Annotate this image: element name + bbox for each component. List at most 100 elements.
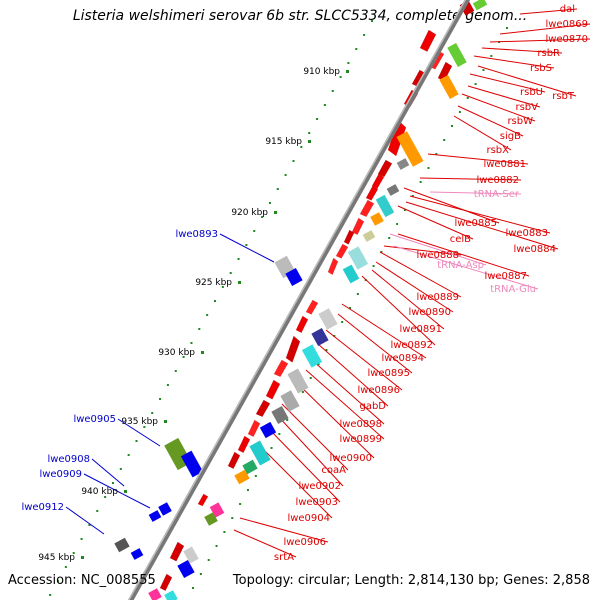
gene-block xyxy=(204,512,218,526)
tick-dot xyxy=(254,475,257,477)
tick-dot xyxy=(111,482,114,484)
tick-dot xyxy=(323,104,326,106)
reverse-gene-label: lwe0902 xyxy=(298,481,341,492)
leader-line xyxy=(341,303,427,359)
accession-text: Accession: NC_008555 xyxy=(8,573,156,588)
reverse-gene-label: lwe0881 xyxy=(483,159,526,170)
leader-line xyxy=(477,65,577,97)
scale-tick-major xyxy=(274,211,277,214)
tick-dot xyxy=(207,559,210,561)
tick-dot xyxy=(505,27,508,29)
tick-dot xyxy=(253,230,256,232)
reverse-gene-label: lwe0887 xyxy=(484,271,527,282)
scale-label: 930 kbp xyxy=(158,348,195,358)
leader-line xyxy=(325,329,403,391)
leader-line xyxy=(409,195,551,234)
leader-line xyxy=(311,359,385,425)
reverse-gene-label: lwe0883 xyxy=(505,228,548,239)
tick-dot xyxy=(135,440,138,442)
leader-line xyxy=(379,251,462,298)
scale-labels: 910 kbp 915 kbp 920 kbp 925 kbp 930 kbp 935 k… xyxy=(38,67,349,563)
leader-line xyxy=(317,343,389,407)
leader-line xyxy=(337,313,413,374)
scale-label: 920 kbp xyxy=(231,208,268,218)
reverse-gene-label: rsbR xyxy=(537,48,560,59)
gene-arrow xyxy=(265,379,281,400)
tick-dot xyxy=(317,363,320,365)
gene-block xyxy=(362,230,376,242)
tick-dot xyxy=(396,223,399,225)
tick-dot xyxy=(104,496,107,498)
gene-block xyxy=(396,158,410,170)
gene-block xyxy=(370,212,384,226)
gene-block xyxy=(209,502,225,518)
gene-block xyxy=(158,502,172,516)
reverse-gene-label: lwe0885 xyxy=(454,218,497,229)
leader-line xyxy=(267,427,341,503)
gene-arrow xyxy=(351,217,365,236)
gene-block xyxy=(148,588,162,600)
leader-line xyxy=(467,85,541,108)
scale-tick-major xyxy=(201,351,204,354)
reverse-gene-label: rsbX xyxy=(486,145,509,156)
tick-dot xyxy=(388,237,391,239)
reverse-gene-label: lwe0900 xyxy=(329,453,372,464)
gene-arrow xyxy=(327,257,339,276)
reverse-gene-label: lwe0870 xyxy=(545,34,588,45)
tick-dot xyxy=(403,209,406,211)
reverse-gene-label: lwe0904 xyxy=(287,513,330,524)
leader-line xyxy=(257,443,333,519)
leader-line xyxy=(419,177,522,181)
reverse-gene-label: dal xyxy=(560,4,575,15)
gene-block xyxy=(130,548,144,560)
reverse-gene-label: rsbU xyxy=(520,87,543,98)
map-title: Listeria welshimeri serovar 6b str. SLCC… xyxy=(72,8,528,24)
gene-block xyxy=(249,440,271,466)
tick-dot xyxy=(215,545,218,547)
tick-dot xyxy=(72,552,75,554)
forward-gene-label: lwe0908 xyxy=(47,454,90,465)
gene-block xyxy=(301,344,323,368)
tick-dot xyxy=(490,55,493,57)
tick-dot xyxy=(316,118,319,120)
tick-dot xyxy=(49,594,52,596)
reverse-gene-label: lwe0892 xyxy=(390,340,433,351)
leader-line xyxy=(117,418,161,447)
gene-block xyxy=(472,0,488,11)
gene-arrow xyxy=(273,359,289,378)
leader-line xyxy=(375,261,454,313)
reverse-gene-label: srtA xyxy=(274,552,294,563)
gene-arrow xyxy=(365,185,379,201)
gene-arrow xyxy=(255,399,271,418)
tick-dot xyxy=(370,20,373,22)
tick-dot xyxy=(159,398,162,400)
tick-dot xyxy=(339,76,342,78)
tick-dot xyxy=(309,377,312,379)
gene-block xyxy=(180,450,204,478)
leader-line xyxy=(383,245,462,256)
reverse-gene-label: coaA xyxy=(321,465,346,476)
tick-dot xyxy=(127,454,130,456)
tick-dot xyxy=(451,125,454,127)
tick-dot xyxy=(198,328,201,330)
gene-block xyxy=(386,184,400,196)
reverse-gene-label: lwe0906 xyxy=(283,537,326,548)
tick-dot xyxy=(411,195,414,197)
tick-dot xyxy=(466,97,469,99)
tick-dot xyxy=(229,272,232,274)
gene-block xyxy=(439,74,459,100)
tick-dot xyxy=(278,433,281,435)
tick-dot xyxy=(284,174,287,176)
leader-line xyxy=(275,413,344,487)
gene-arrow xyxy=(247,419,261,438)
genome-backbone xyxy=(127,0,471,600)
forward-gene-label: lwe0893 xyxy=(175,229,218,240)
leader-line xyxy=(429,191,522,195)
tick-dot xyxy=(199,573,202,575)
tick-dot xyxy=(270,447,273,449)
gene-block xyxy=(114,537,130,553)
tick-dot xyxy=(331,90,334,92)
gene-arrow xyxy=(359,199,375,218)
tick-dot xyxy=(482,69,485,71)
